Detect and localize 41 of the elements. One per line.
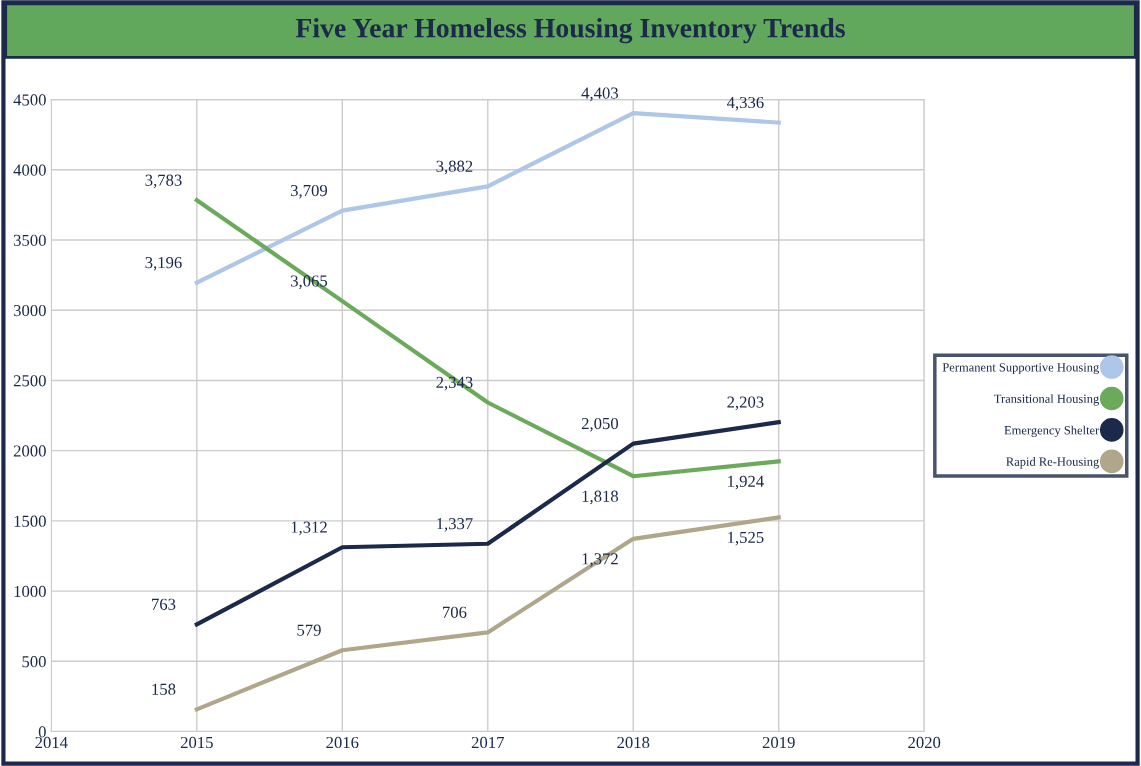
legend-label: Emergency Shelter	[1004, 425, 1100, 437]
x-tick-label: 2018	[617, 736, 650, 749]
x-tick-label: 2016	[326, 736, 359, 749]
legend-label: Permanent Supportive Housing	[942, 363, 1100, 375]
data-label: 3,196	[145, 257, 182, 271]
data-label: 3,783	[145, 174, 182, 189]
x-tick-label: 2019	[762, 736, 795, 749]
data-label: 2,203	[727, 396, 764, 411]
y-tick-label: 500	[22, 656, 46, 668]
data-label: 1,372	[582, 553, 618, 567]
y-tick-label: 1000	[14, 585, 46, 598]
line-series	[194, 515, 781, 712]
x-tick-label: 2020	[908, 736, 941, 749]
data-label: 158	[152, 683, 176, 695]
y-tick-label: 4000	[13, 164, 46, 176]
y-tick-label: 2500	[13, 375, 46, 387]
data-label: 3,709	[291, 184, 328, 199]
y-tick-label: 1500	[14, 515, 46, 527]
chart-title: Five Year Homeless Housing Inventory Trends	[295, 17, 845, 44]
data-label: 706	[443, 606, 467, 618]
data-label: 579	[297, 624, 321, 636]
data-label: 3,882	[436, 160, 473, 175]
data-label: 1,337	[437, 518, 473, 532]
data-label: 1,818	[582, 490, 619, 505]
data-label: 4,336	[726, 96, 764, 111]
data-label: 1,924	[728, 475, 764, 490]
x-tick-label: 2015	[180, 736, 213, 749]
legend-label: Transitional Housing	[994, 394, 1100, 406]
legend-label: Rapid Re-Housing	[1006, 457, 1100, 469]
y-tick-label: 4500	[13, 94, 46, 106]
y-tick-label: 3000	[13, 304, 46, 317]
y-tick-label: 0	[38, 726, 46, 738]
data-label: 763	[152, 598, 176, 610]
y-tick-label: 2000	[13, 445, 46, 457]
data-label: 2,050	[581, 417, 619, 432]
data-label: 4,403	[581, 87, 619, 102]
data-label: 1,312	[291, 521, 327, 536]
data-label: 1,525	[728, 531, 764, 546]
x-tick-label: 2017	[471, 736, 504, 749]
x-tick-label: 2014	[35, 736, 68, 749]
y-tick-label: 3500	[13, 234, 46, 246]
